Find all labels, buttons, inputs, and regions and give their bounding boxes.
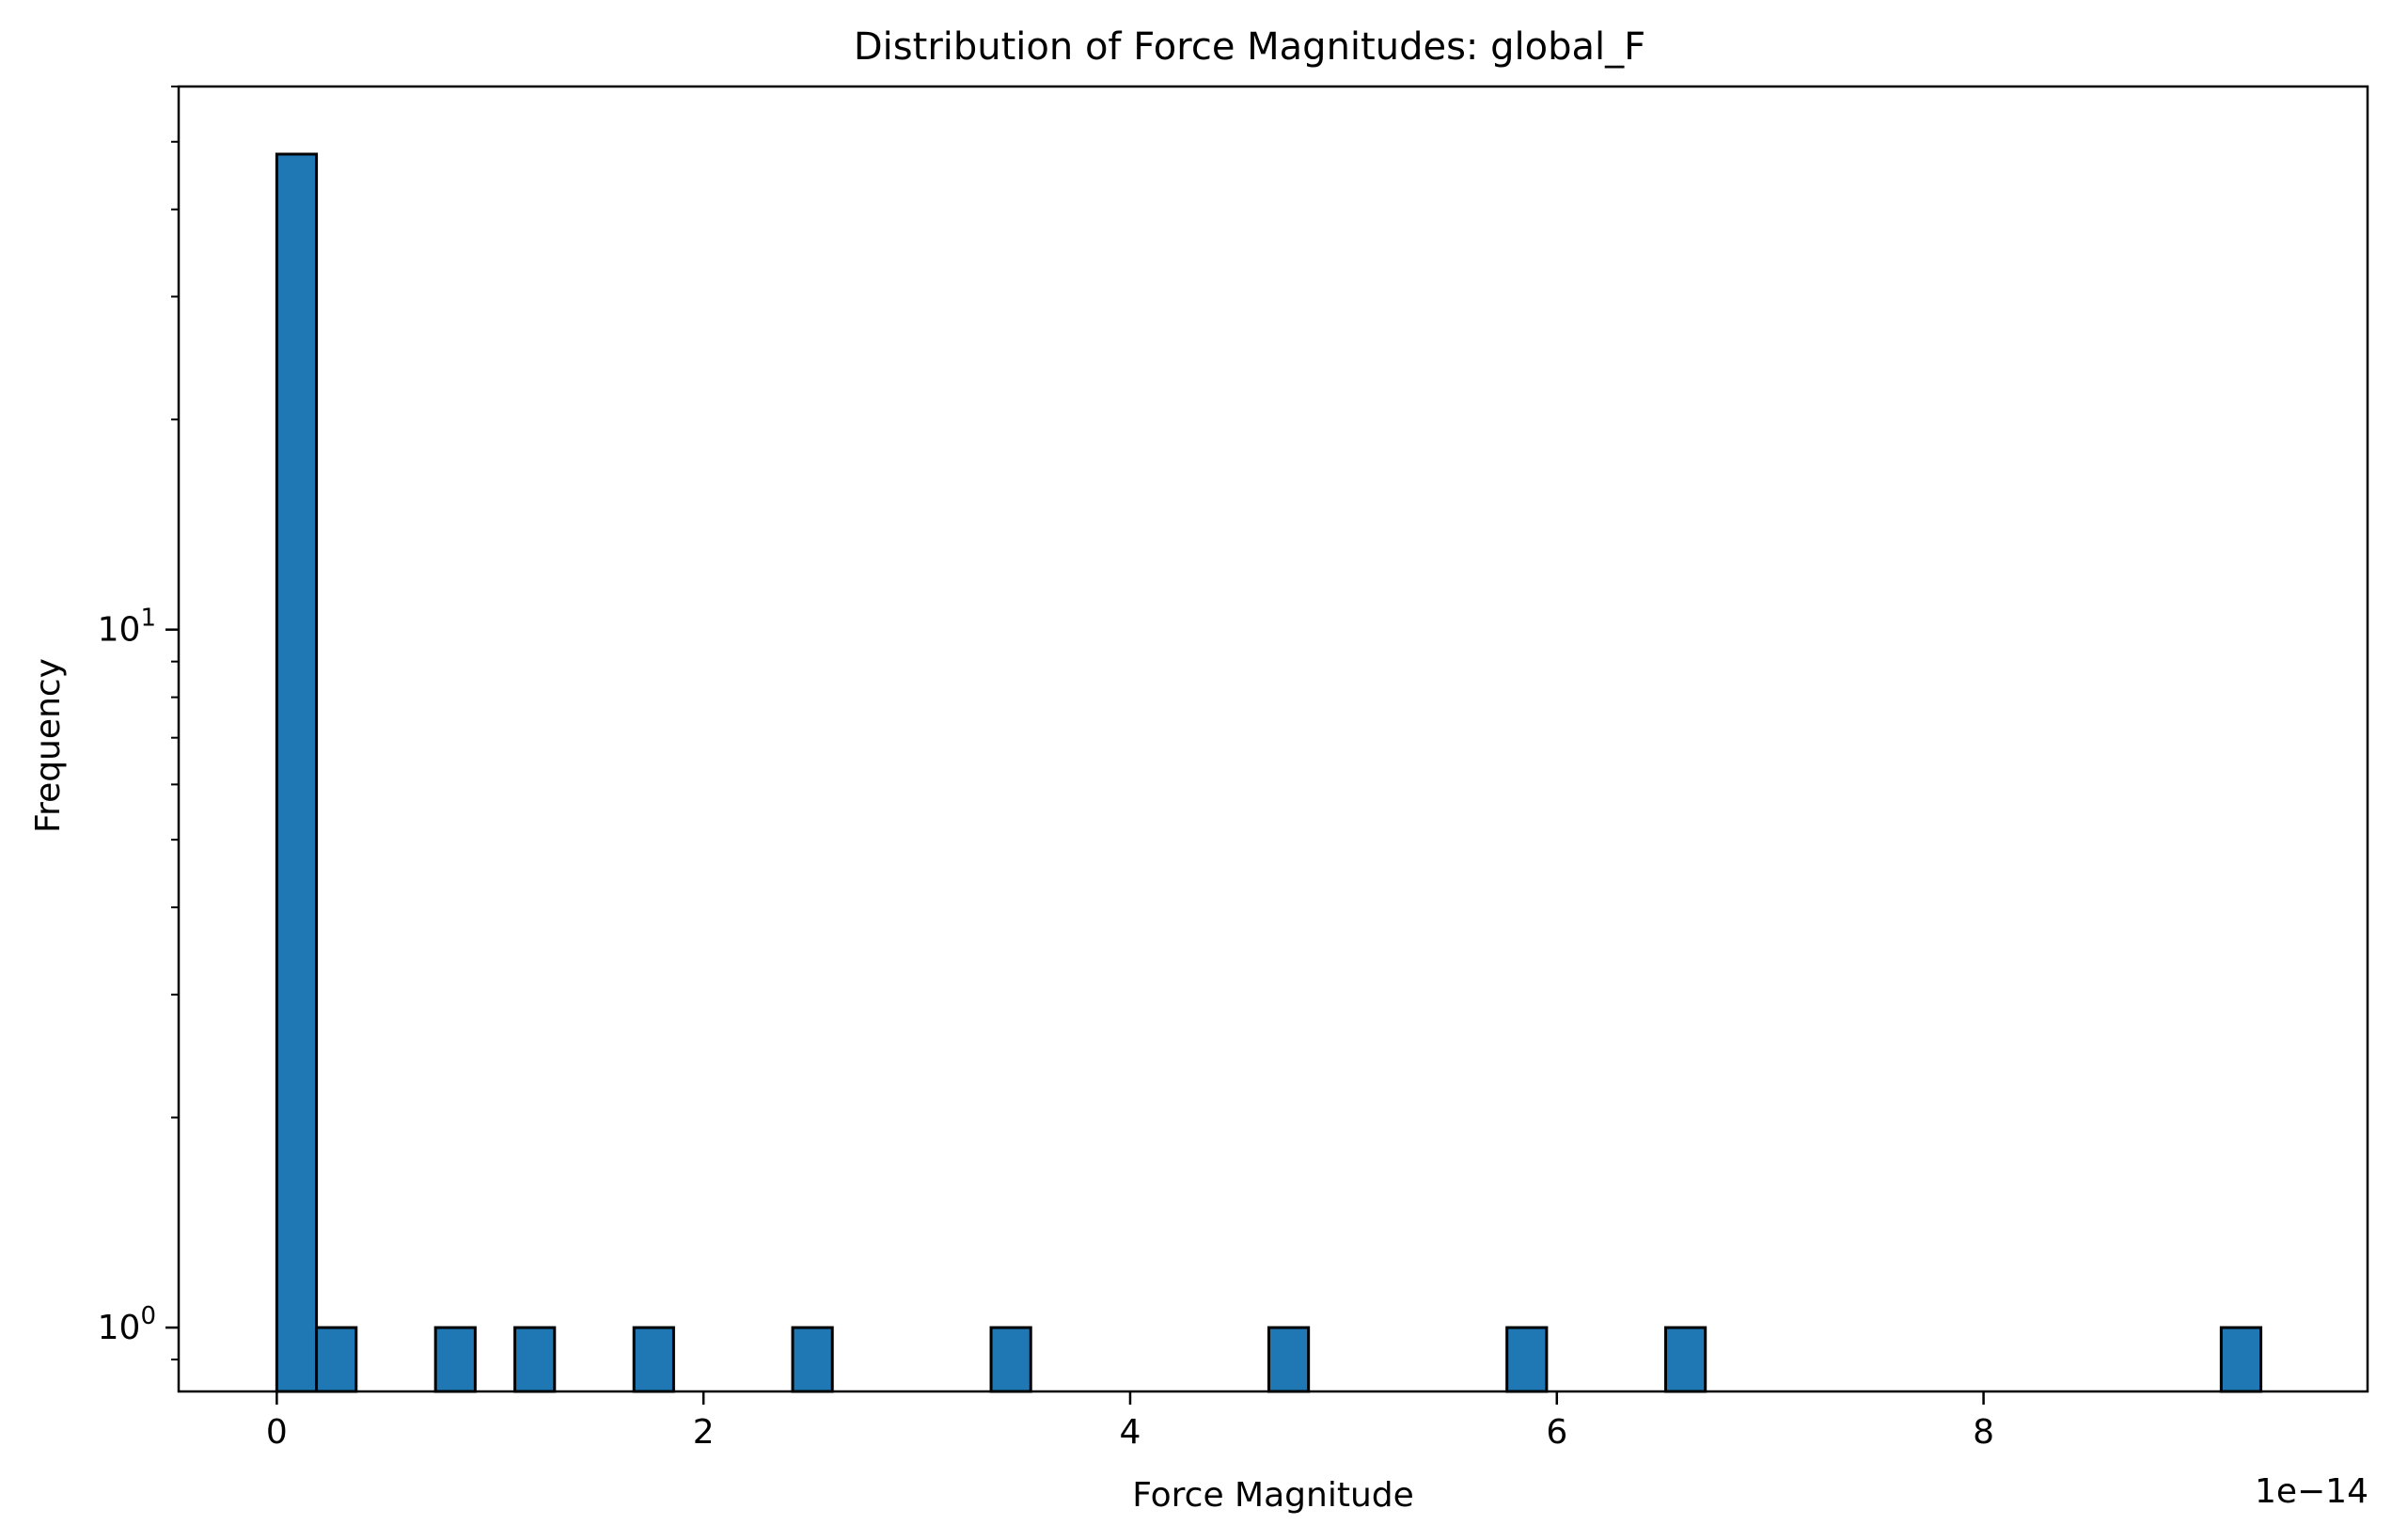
histogram-bar-0 bbox=[275, 152, 319, 1393]
histogram-bar-10 bbox=[2219, 1326, 2263, 1393]
histogram-bar-6 bbox=[989, 1326, 1032, 1393]
y-tick-label-1: 100 bbox=[98, 1302, 156, 1347]
x-axis-offset-label: 1e−14 bbox=[2255, 1472, 2368, 1511]
histogram-bars bbox=[275, 152, 2263, 1393]
histogram-bar-5 bbox=[791, 1326, 834, 1393]
x-tick-label-4: 4 bbox=[1120, 1413, 1141, 1452]
histogram-bar-2 bbox=[433, 1326, 477, 1393]
x-tick-label-0: 0 bbox=[266, 1413, 288, 1452]
plot-frame bbox=[177, 85, 2369, 1393]
histogram-bar-4 bbox=[632, 1326, 675, 1393]
histogram-bar-7 bbox=[1267, 1326, 1311, 1393]
chart-title: Distribution of Force Magnitudes: global… bbox=[854, 25, 1645, 69]
x-tick-label-2: 2 bbox=[693, 1413, 715, 1452]
histogram-bar-1 bbox=[315, 1326, 358, 1393]
histogram-bar-8 bbox=[1505, 1326, 1549, 1393]
x-axis-label: Force Magnitude bbox=[1132, 1476, 1414, 1515]
histogram-bar-3 bbox=[513, 1326, 557, 1393]
x-axis-ticks: 0 2 4 6 8 bbox=[266, 1391, 1994, 1452]
y-tick-label-10: 101 bbox=[98, 605, 156, 650]
x-tick-label-8: 8 bbox=[1973, 1413, 1994, 1452]
histogram-bar-9 bbox=[1663, 1326, 1707, 1393]
y-axis-label: Frequency bbox=[29, 658, 68, 833]
y-axis-ticks: 100 101 bbox=[98, 86, 179, 1361]
x-tick-label-6: 6 bbox=[1546, 1413, 1567, 1452]
